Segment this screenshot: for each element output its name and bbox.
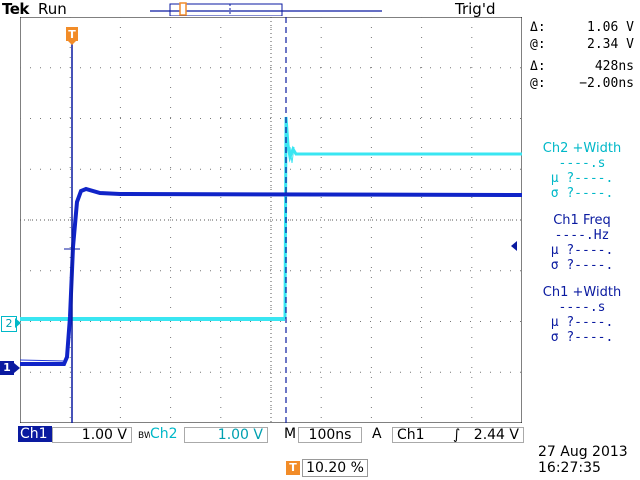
ch1-label[interactable]: Ch1 [18, 426, 52, 442]
left-arrow-icon[interactable] [511, 241, 517, 251]
measurement-mean: μ ?----. [550, 315, 614, 330]
cursor-t-delta-value: 428ns [594, 59, 634, 74]
cursor-t-delta: Δ: 428ns [530, 59, 638, 75]
ch2-ground-marker[interactable]: 2 [1, 316, 17, 332]
cursor-v-delta: Δ: 1.06 V [530, 20, 638, 36]
brand-logo: Tek [2, 0, 29, 18]
ch2-marker-pointer [15, 318, 21, 328]
cursor-v-at-value: 2.34 V [587, 37, 634, 52]
svg-text:T: T [68, 28, 76, 41]
trigger-level: 2.44 V [473, 427, 519, 443]
measurement-stdev: σ ?----. [550, 186, 614, 201]
measurement-mean: μ ?----. [550, 243, 614, 258]
cursor-v-delta-value: 1.06 V [587, 20, 634, 35]
trigger-settings[interactable]: Ch1 ∫ 2.44 V [392, 427, 524, 443]
datetime: 27 Aug 2013 16:27:35 [538, 444, 628, 476]
delta-symbol: Δ: [530, 59, 546, 74]
record-view-indicator [150, 2, 382, 16]
measurement-ch1-width[interactable]: Ch1 +Width ----.s μ ?----. σ ?----. [526, 285, 638, 345]
cursor-v-at: @: 2.34 V [530, 37, 638, 53]
measurement-mean: μ ?----. [550, 171, 614, 186]
run-status: Run [38, 0, 67, 18]
t-position-icon: T [286, 461, 300, 475]
measurement-title: Ch1 Freq [553, 213, 611, 228]
measurement-panel: Δ: 1.06 V @: 2.34 V Δ: 428ns @: −2.00ns … [526, 18, 640, 423]
measurement-value: ----.s [558, 156, 606, 171]
cursor-t-at: @: −2.00ns [530, 76, 638, 92]
bottom-status-bar: Ch1 1.00 V BW Ch2 1.00 V M 100ns A Ch1 ∫… [0, 424, 640, 480]
t-marker-icon[interactable]: T [66, 27, 78, 45]
trigger-source: Ch1 [397, 427, 425, 443]
ch1-waveform [20, 186, 522, 366]
rising-edge-icon: ∫ [453, 427, 461, 443]
measurement-value: ----.s [558, 300, 606, 315]
ch2-scale[interactable]: 1.00 V [184, 427, 268, 443]
trigger-type-label: A [372, 426, 382, 442]
top-status-bar: Tek Run Trig'd [0, 0, 640, 18]
timebase-value[interactable]: 100ns [298, 427, 362, 443]
ch2-label[interactable]: Ch2 [150, 426, 182, 442]
horizontal-position-value[interactable]: 10.20 % [302, 459, 368, 477]
date: 27 Aug 2013 [538, 444, 628, 460]
measurement-value: ----.Hz [554, 228, 610, 243]
trigger-status: Trig'd [455, 0, 496, 18]
measurement-ch1-freq[interactable]: Ch1 Freq ----.Hz μ ?----. σ ?----. [526, 213, 638, 273]
measurement-stdev: σ ?----. [550, 330, 614, 345]
bandwidth-limit-indicator: BW [138, 431, 153, 441]
delta-symbol: Δ: [530, 20, 546, 35]
at-symbol: @: [530, 37, 546, 52]
at-symbol: @: [530, 76, 546, 91]
timebase-label: M [284, 426, 297, 442]
time: 16:27:35 [538, 460, 601, 476]
ch1-scale[interactable]: 1.00 V [52, 427, 132, 443]
ch1-ground-marker[interactable]: 1 [0, 361, 14, 375]
cursor-t-at-value: −2.00ns [579, 76, 634, 91]
ch1-marker-pointer [14, 363, 20, 373]
waveform-graticule[interactable]: T [20, 17, 522, 423]
measurement-title: Ch2 +Width [542, 141, 622, 156]
measurement-ch2-width[interactable]: Ch2 +Width ----.s μ ?----. σ ?----. [526, 141, 638, 201]
measurement-title: Ch1 +Width [542, 285, 622, 300]
measurement-stdev: σ ?----. [550, 258, 614, 273]
